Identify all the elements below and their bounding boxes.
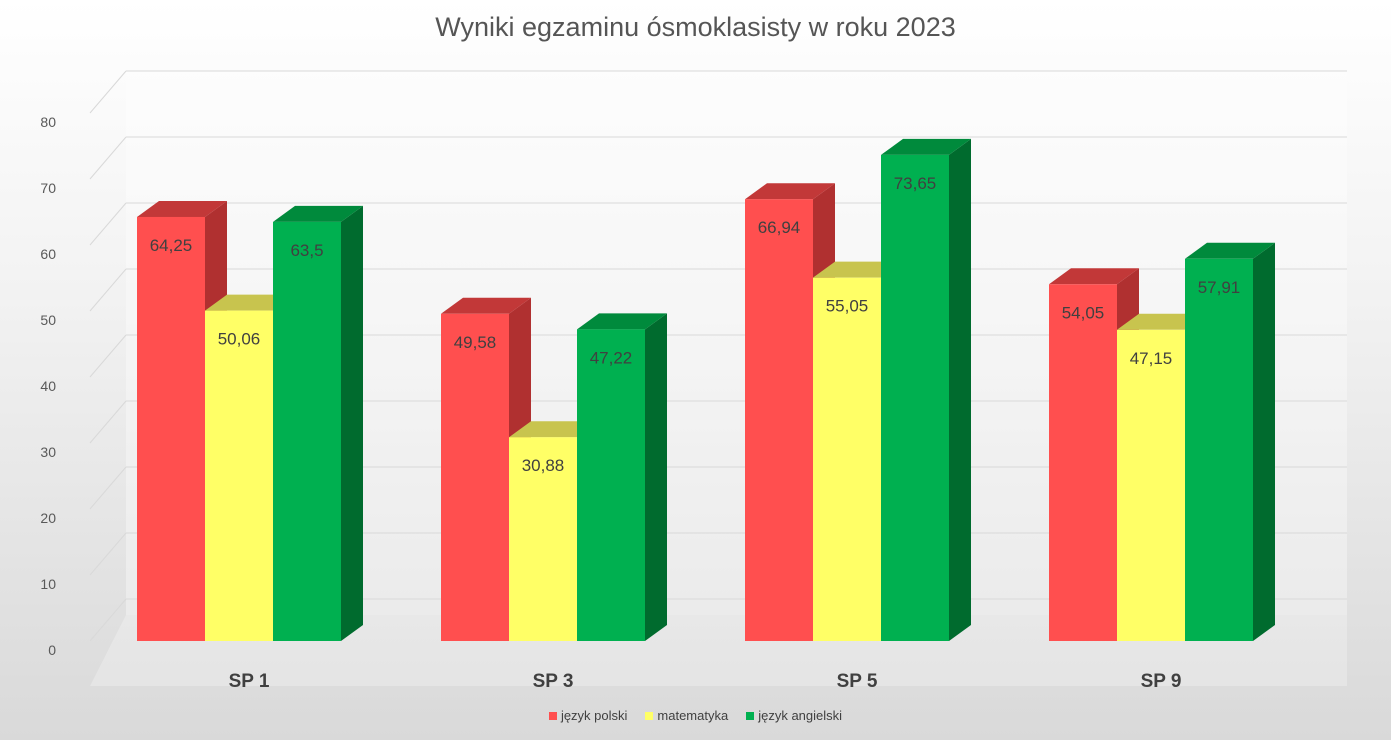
bar [273, 205, 363, 641]
x-tick-label: SP 9 [1141, 671, 1182, 692]
floor [90, 615, 1347, 686]
legend: język polski matematyka język angielski [0, 708, 1391, 723]
data-label: 73,65 [894, 174, 937, 193]
legend-item: matematyka [645, 708, 728, 723]
data-label: 47,22 [590, 348, 633, 367]
data-label: 63,5 [290, 241, 323, 260]
gridline [89, 202, 1347, 246]
legend-swatch [645, 711, 654, 720]
y-tick-label: 0 [48, 642, 56, 658]
label-layer: 64,25 50,06 63,5 SP 1 49,58 30,88 47,22 SP 3 66,… [150, 174, 1241, 692]
data-label: 57,91 [1198, 278, 1241, 297]
data-label: 47,15 [1130, 349, 1173, 368]
gridline [89, 70, 1347, 114]
y-tick-label: 80 [40, 114, 56, 130]
data-label: 55,05 [826, 297, 869, 316]
legend-label: język polski [560, 708, 628, 723]
legend-item: język angielski [746, 708, 842, 723]
y-tick-label: 70 [40, 180, 56, 196]
y-tick-label: 30 [40, 444, 56, 460]
y-tick-label: 60 [40, 246, 56, 262]
legend-swatch [746, 711, 755, 720]
gridline [89, 136, 1347, 180]
y-tick-label: 10 [40, 576, 56, 592]
data-label: 30,88 [522, 456, 565, 475]
legend-item: język polski [548, 708, 628, 723]
legend-label: matematyka [657, 708, 729, 723]
chart-plot: 0 10 20 30 40 50 60 70 80 64,25 50,06 63,5 SP 1 49,5… [40, 70, 1347, 692]
data-label: 50,06 [218, 330, 261, 349]
bar [1185, 242, 1275, 641]
data-label: 54,05 [1062, 303, 1105, 322]
y-tick-label: 40 [40, 378, 56, 394]
x-tick-label: SP 1 [229, 671, 270, 692]
bar [577, 313, 667, 641]
chart-title: Wyniki egzaminu ósmoklasisty w roku 2023 [435, 12, 956, 42]
x-tick-label: SP 3 [533, 671, 574, 692]
y-axis: 0 10 20 30 40 50 60 70 80 [40, 114, 56, 658]
data-label: 49,58 [454, 333, 497, 352]
x-tick-label: SP 5 [837, 671, 878, 692]
legend-swatch [548, 711, 557, 720]
legend-label: język angielski [758, 708, 843, 723]
data-label: 66,94 [758, 218, 801, 237]
bar-layer [137, 138, 1275, 642]
data-label: 64,25 [150, 236, 193, 255]
bar [881, 138, 971, 641]
y-tick-label: 50 [40, 312, 56, 328]
y-tick-label: 20 [40, 510, 56, 526]
